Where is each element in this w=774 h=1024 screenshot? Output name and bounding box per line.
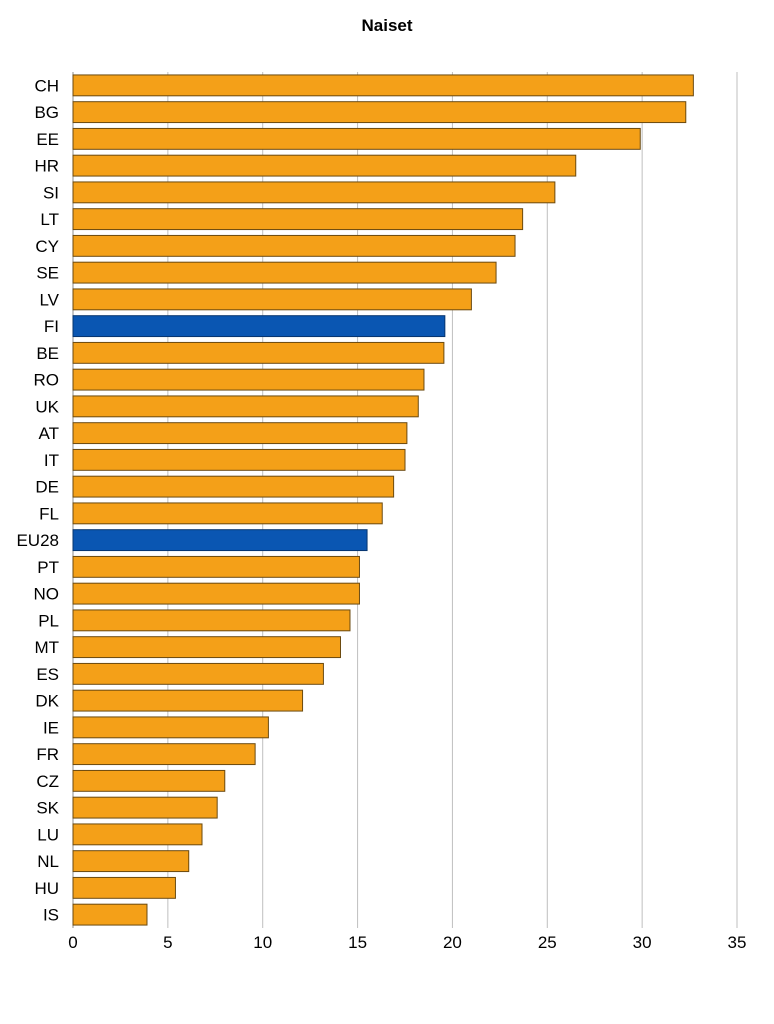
y-tick-label: UK	[35, 397, 59, 416]
y-tick-label: NO	[34, 585, 60, 604]
bar-cy	[72, 234, 516, 257]
bar-fl	[72, 502, 383, 525]
y-tick-label: FL	[39, 504, 59, 523]
y-tick-label: EU28	[16, 531, 59, 550]
y-tick-label: LU	[37, 825, 59, 844]
y-tick-label: CY	[35, 237, 59, 256]
y-tick-label: BG	[34, 103, 59, 122]
x-tick-label: 15	[348, 933, 367, 952]
bar-at	[72, 422, 408, 445]
x-tick-label: 20	[443, 933, 462, 952]
bar-nl	[72, 850, 190, 873]
y-tick-label: RO	[34, 371, 60, 390]
bar-lt	[72, 208, 524, 231]
bar-hu	[72, 876, 176, 899]
bar-no	[72, 582, 360, 605]
y-tick-label: SE	[36, 264, 59, 283]
y-tick-label: IS	[43, 906, 59, 925]
bar-mt	[72, 636, 341, 659]
y-tick-label: FI	[44, 317, 59, 336]
bar-dk	[72, 689, 304, 712]
x-tick-label: 0	[68, 933, 77, 952]
bar-se	[72, 261, 497, 284]
y-tick-label: DK	[35, 692, 59, 711]
bar-fr	[72, 743, 256, 766]
x-tick-label: 35	[728, 933, 747, 952]
bar-ee	[72, 127, 641, 150]
y-tick-label: AT	[39, 424, 59, 443]
bar-bg	[72, 101, 687, 124]
y-tick-label: CZ	[36, 772, 59, 791]
bar-sk	[72, 796, 218, 819]
bar-is	[72, 903, 148, 926]
y-tick-label: PL	[38, 611, 59, 630]
bar-be	[72, 341, 445, 364]
bar-cz	[72, 769, 226, 792]
bar-eu28	[72, 529, 368, 552]
bar-es	[72, 662, 324, 685]
bar-pt	[72, 555, 360, 578]
y-tick-label: IT	[44, 451, 59, 470]
bar-de	[72, 475, 395, 498]
y-tick-label: BE	[36, 344, 59, 363]
bar-ie	[72, 716, 269, 739]
x-tick-label: 25	[538, 933, 557, 952]
y-tick-label: PT	[37, 558, 59, 577]
bar-fi	[72, 315, 446, 338]
x-tick-label: 5	[163, 933, 172, 952]
chart-title: Naiset	[361, 16, 413, 35]
y-tick-label: IE	[43, 718, 59, 737]
bar-it	[72, 448, 406, 471]
y-tick-label: DE	[35, 478, 59, 497]
bar-pl	[72, 609, 351, 632]
bar-lv	[72, 288, 472, 311]
x-tick-label: 10	[253, 933, 272, 952]
bar-lu	[72, 823, 203, 846]
y-tick-label: CH	[34, 76, 59, 95]
y-tick-label: ES	[36, 665, 59, 684]
y-tick-label: FR	[36, 745, 59, 764]
y-tick-label: MT	[34, 638, 59, 657]
bar-uk	[72, 395, 419, 418]
y-tick-label: SK	[36, 799, 59, 818]
y-tick-label: NL	[37, 852, 59, 871]
bar-ro	[72, 368, 425, 391]
y-tick-label: LT	[40, 210, 59, 229]
y-tick-label: HR	[34, 157, 59, 176]
y-tick-label: HU	[34, 879, 59, 898]
bar-ch	[72, 74, 694, 97]
bar-si	[72, 181, 556, 204]
y-tick-label: EE	[36, 130, 59, 149]
bar-hr	[72, 154, 577, 177]
y-tick-label: SI	[43, 183, 59, 202]
x-tick-label: 30	[633, 933, 652, 952]
y-tick-label: LV	[39, 290, 59, 309]
